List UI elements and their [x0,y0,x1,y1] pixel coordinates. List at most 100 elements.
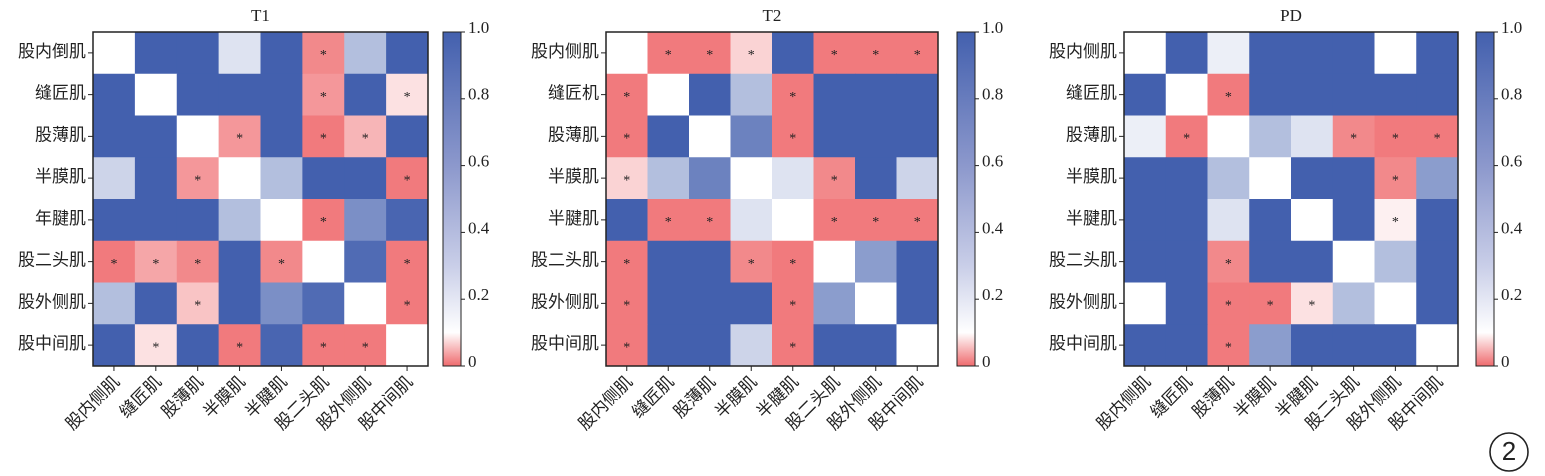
significance-mark: * [320,48,327,63]
heat-cell [730,32,773,75]
diagonal-cell [260,199,303,242]
heat-cell [1374,115,1417,158]
heat-cell [176,324,220,367]
significance-mark: * [789,132,796,147]
heat-cell [344,115,387,158]
colorbar [1475,31,1495,367]
heat-cell [855,73,897,116]
heat-cell [606,282,648,325]
y-tick-label: 股中间肌 [18,334,86,353]
colorbar-tick-label: 0.8 [982,85,1003,104]
significance-mark: * [404,257,411,272]
heat-cell [606,324,648,367]
diagonal-cell [772,199,814,242]
heat-cell [260,115,303,158]
heat-cell [218,199,261,242]
y-tick-label: 年腱肌 [35,209,86,228]
heat-cell [1332,199,1375,242]
significance-mark: * [623,132,630,147]
heat-cell [386,73,429,116]
significance-mark: * [152,340,159,355]
significance-mark: * [623,173,630,188]
significance-mark: * [1392,132,1399,147]
heat-cell [1165,240,1208,283]
colorbar-tick-label: 0 [982,352,991,371]
heat-cell [772,282,814,325]
heat-cell [386,282,429,325]
heat-cell [1207,157,1250,200]
diagonal-cell [386,324,429,367]
significance-mark: * [1392,173,1399,188]
heat-cell [772,240,814,283]
heat-cell [606,157,648,200]
y-tick-label: 股薄肌 [35,125,86,144]
heat-cell [1374,32,1417,75]
figure-label-circle [1489,432,1529,472]
diagonal-cell [1332,240,1375,283]
colorbar-tick-label: 0.6 [468,152,489,171]
heat-cell [93,199,136,242]
heat-cell [896,32,939,75]
heat-cell [606,240,648,283]
heat-cell [606,73,648,116]
diagonal-cell [896,324,939,367]
heat-cell [1165,157,1208,200]
y-tick-label: 半膜肌 [35,167,86,186]
heat-cell [260,240,303,283]
heat-cell [896,282,939,325]
y-tick-label: 股二头肌 [18,251,86,270]
heat-cell [1332,115,1375,158]
heat-cell [386,240,429,283]
heat-cell [689,73,731,116]
heat-cell [302,157,345,200]
x-tick-label: 半膜肌 [711,372,760,421]
significance-mark: * [623,299,630,314]
y-tick-label: 股外侧肌 [18,292,86,311]
significance-mark: * [789,340,796,355]
colorbar-tick-label: 1.0 [982,18,1003,37]
heat-cell [1124,157,1167,200]
heat-cell [344,240,387,283]
plot-frame [92,31,429,367]
heat-cell [1165,282,1208,325]
heat-cell [1124,115,1167,158]
plot-frame [1123,31,1459,367]
significance-mark: * [320,132,327,147]
heat-cell [606,115,648,158]
significance-mark: * [152,257,159,272]
significance-mark: * [236,340,243,355]
heat-cell [896,157,939,200]
heat-cell [689,157,731,200]
significance-mark: * [404,173,411,188]
diagonal-cell [218,157,261,200]
heat-cell [218,32,261,75]
heat-cell [855,240,897,283]
significance-mark: * [236,132,243,147]
significance-mark: * [1350,132,1357,147]
heat-cell [1207,282,1250,325]
heat-cell [1124,240,1167,283]
heat-cell [176,157,220,200]
heat-cell [689,282,731,325]
heat-cell [647,324,690,367]
colorbar-tick-label: 0.6 [982,152,1003,171]
significance-mark: * [914,215,921,230]
significance-mark: * [1183,132,1190,147]
heat-cell [1416,282,1459,325]
colorbar-tick-label: 0.2 [468,285,489,304]
plot-frame [605,31,939,367]
significance-mark: * [1392,215,1399,230]
significance-mark: * [665,215,672,230]
heat-cell [386,115,429,158]
y-tick-label: 股中间肌 [531,334,599,353]
y-tick-label: 缝匠肌 [35,84,86,103]
colorbar-tick-label: 0.4 [468,218,490,237]
diagonal-cell [647,73,690,116]
y-tick-label: 半腱肌 [548,209,599,228]
heat-cell [1249,73,1292,116]
heat-cell [1416,73,1459,116]
heat-cell [134,115,178,158]
significance-mark: * [748,257,755,272]
significance-mark: * [320,90,327,105]
heat-cell [813,282,856,325]
